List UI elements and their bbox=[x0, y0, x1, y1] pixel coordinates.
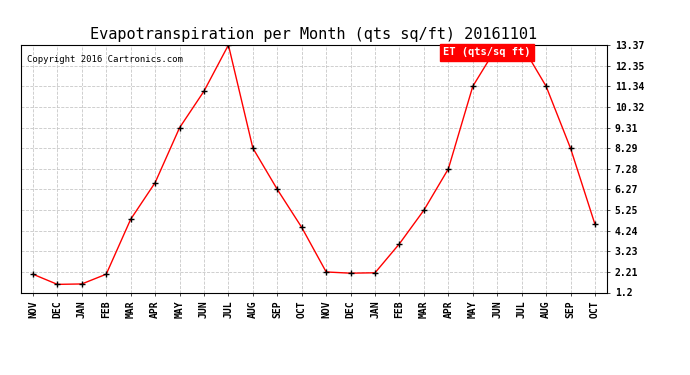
Title: Evapotranspiration per Month (qts sq/ft) 20161101: Evapotranspiration per Month (qts sq/ft)… bbox=[90, 27, 538, 42]
Text: ET (qts/sq ft): ET (qts/sq ft) bbox=[443, 48, 531, 57]
Text: Copyright 2016 Cartronics.com: Copyright 2016 Cartronics.com bbox=[26, 55, 182, 64]
